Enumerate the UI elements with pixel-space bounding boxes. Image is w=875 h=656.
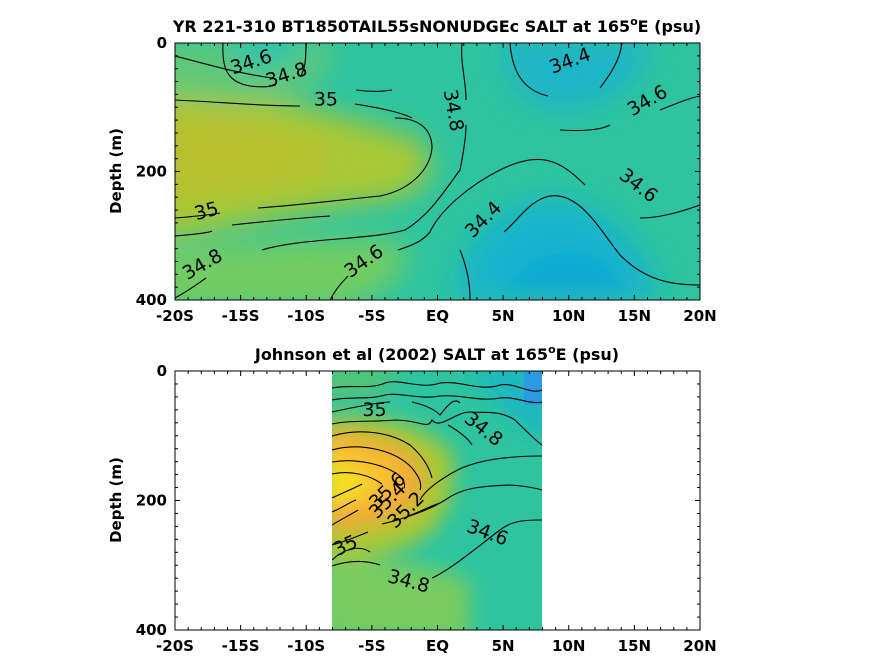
- top-x-tick-label: -10S: [287, 307, 325, 325]
- top-y-axis-label: Depth (m): [107, 128, 125, 214]
- top-chart-title: YR 221-310 BT1850TAIL55sNONUDGEc SALT at…: [172, 15, 701, 36]
- top-contour-label: 35: [314, 89, 338, 111]
- bottom-chart: Johnson et al (2002) SALT at 165oE (psu): [107, 343, 717, 655]
- bottom-x-tick-label: 20N: [683, 637, 716, 655]
- bottom-x-tick-label: 10N: [552, 637, 585, 655]
- bottom-y-axis-label: Depth (m): [107, 457, 125, 543]
- top-x-tick-label: -15S: [222, 307, 260, 325]
- top-y-axis: 0 200 400: [136, 34, 700, 309]
- bottom-x-tick-label: 5N: [492, 637, 515, 655]
- bottom-x-tick-label: -15S: [222, 637, 260, 655]
- top-x-axis: -20S -15S -10S -5S EQ 5N 10N 15N 20N: [156, 43, 717, 325]
- bottom-contours: [332, 381, 542, 579]
- bottom-x-tick-label: -10S: [287, 637, 325, 655]
- top-x-tick-label: 10N: [552, 307, 585, 325]
- top-contours: [175, 43, 700, 300]
- top-y-tick-label: 200: [136, 163, 167, 181]
- top-x-tick-label: 5N: [492, 307, 515, 325]
- top-salinity-field: [175, 43, 700, 300]
- top-x-tick-label: 20N: [683, 307, 716, 325]
- top-chart: YR 221-310 BT1850TAIL55sNONUDGEc SALT at…: [107, 15, 717, 325]
- bottom-x-tick-label: -5S: [358, 637, 385, 655]
- bottom-salinity-field: [332, 371, 542, 630]
- bottom-y-axis: 0 200 400: [136, 362, 700, 639]
- top-x-tick-label: EQ: [426, 307, 449, 325]
- bottom-y-tick-label: 200: [136, 492, 167, 510]
- top-y-tick-label: 400: [136, 291, 167, 309]
- top-y-tick-label: 0: [157, 34, 167, 52]
- top-x-tick-label: -5S: [358, 307, 385, 325]
- top-x-tick-label: 15N: [618, 307, 651, 325]
- bottom-x-tick-label: EQ: [426, 637, 449, 655]
- bottom-contour-label: 35: [362, 399, 386, 421]
- bottom-y-tick-label: 400: [136, 621, 167, 639]
- bottom-x-tick-label: -20S: [156, 637, 194, 655]
- bottom-x-tick-label: 15N: [618, 637, 651, 655]
- bottom-y-tick-label: 0: [157, 362, 167, 380]
- bottom-chart-title: Johnson et al (2002) SALT at 165oE (psu): [254, 343, 619, 364]
- bottom-x-axis: -20S -15S -10S -5S EQ 5N 10N 15N 20N: [156, 371, 717, 655]
- top-x-tick-label: -20S: [156, 307, 194, 325]
